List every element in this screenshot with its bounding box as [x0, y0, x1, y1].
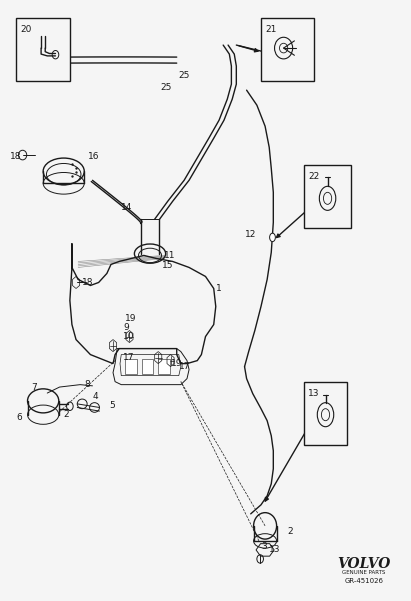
Text: 12: 12 — [245, 230, 256, 239]
FancyBboxPatch shape — [304, 165, 351, 228]
Text: 16: 16 — [88, 152, 100, 160]
Text: 9: 9 — [123, 323, 129, 332]
FancyBboxPatch shape — [125, 359, 137, 374]
Text: 15: 15 — [162, 261, 174, 270]
FancyBboxPatch shape — [142, 359, 153, 374]
Text: 11: 11 — [164, 251, 176, 260]
Text: 13: 13 — [269, 546, 281, 554]
Text: 8: 8 — [84, 380, 90, 389]
Text: 2: 2 — [64, 410, 69, 419]
Text: 6: 6 — [16, 413, 22, 422]
Text: 7: 7 — [31, 383, 37, 392]
Text: 2: 2 — [288, 528, 293, 536]
Text: 22: 22 — [308, 172, 319, 182]
Text: 19: 19 — [171, 359, 182, 368]
Text: 25: 25 — [160, 83, 172, 91]
Text: 17: 17 — [179, 362, 190, 371]
Text: 10: 10 — [123, 332, 135, 341]
Text: 18: 18 — [10, 152, 22, 160]
Text: GENUINE PARTS: GENUINE PARTS — [342, 570, 386, 575]
FancyBboxPatch shape — [304, 382, 347, 445]
FancyBboxPatch shape — [261, 18, 314, 81]
Text: GR-451026: GR-451026 — [344, 578, 383, 584]
Text: 1: 1 — [216, 284, 222, 293]
Text: VOLVO: VOLVO — [337, 557, 390, 571]
FancyBboxPatch shape — [158, 359, 170, 374]
Text: 14: 14 — [121, 203, 133, 212]
Ellipse shape — [270, 233, 275, 242]
FancyBboxPatch shape — [16, 18, 70, 81]
Text: 13: 13 — [308, 389, 320, 398]
Text: 4: 4 — [92, 392, 98, 401]
Text: 19: 19 — [125, 314, 137, 323]
Text: 25: 25 — [179, 71, 190, 79]
Text: 5: 5 — [109, 401, 115, 410]
Text: 20: 20 — [21, 25, 32, 34]
Text: 18: 18 — [82, 278, 94, 287]
Text: 17: 17 — [123, 353, 135, 362]
Text: 3: 3 — [261, 543, 267, 551]
Text: 21: 21 — [265, 25, 277, 34]
